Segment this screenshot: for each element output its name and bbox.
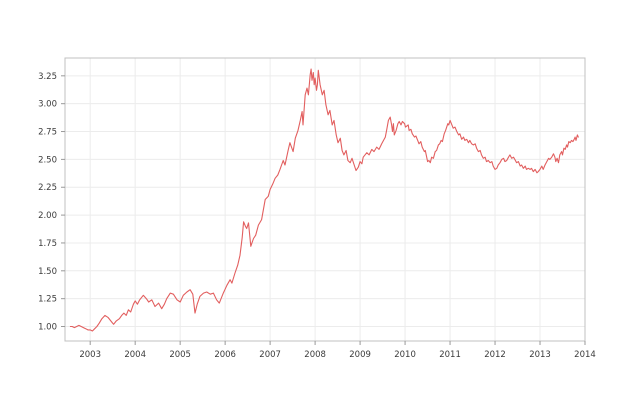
y-tick-label: 1.25	[38, 295, 57, 305]
y-tick-label: 2.25	[38, 183, 57, 193]
data-series-line	[69, 68, 579, 332]
y-tick-label: 2.75	[38, 128, 57, 138]
y-tick-label: 1.00	[38, 323, 57, 333]
x-tick-label: 2004	[124, 350, 146, 360]
x-tick-label: 2009	[349, 350, 371, 360]
x-tick-label: 2003	[79, 350, 101, 360]
y-tick-label: 3.00	[38, 100, 57, 110]
plot-border	[64, 57, 586, 342]
y-tick-label: 2.50	[38, 155, 57, 165]
x-tick-label: 2012	[484, 350, 506, 360]
y-tick-label: 1.50	[38, 267, 57, 277]
x-tick-label: 2005	[169, 350, 191, 360]
x-tick-label: 2008	[304, 350, 326, 360]
x-tick-label: 2010	[394, 350, 416, 360]
x-tick-label: 2013	[529, 350, 551, 360]
x-tick-label: 2006	[214, 350, 236, 360]
x-tick-label: 2011	[439, 350, 461, 360]
y-tick-label: 2.00	[38, 211, 57, 221]
y-tick-label: 3.25	[38, 72, 57, 82]
x-tick-label: 2014	[574, 350, 596, 360]
y-tick-label: 1.75	[38, 239, 57, 249]
x-tick-label: 2007	[259, 350, 281, 360]
